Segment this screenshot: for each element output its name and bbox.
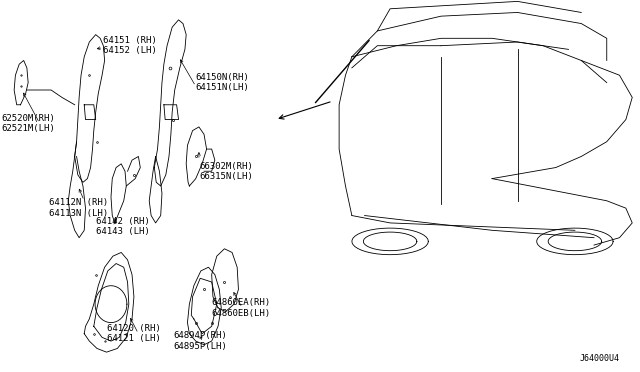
Text: 66302M(RH)
66315N(LH): 66302M(RH) 66315N(LH): [199, 161, 253, 181]
Text: 64142 (RH)
64143 (LH): 64142 (RH) 64143 (LH): [96, 217, 150, 236]
Text: 64150N(RH)
64151N(LH): 64150N(RH) 64151N(LH): [196, 73, 250, 92]
Text: 64860EA(RH)
64860EB(LH): 64860EA(RH) 64860EB(LH): [212, 298, 271, 318]
Text: 64112N (RH)
64113N (LH): 64112N (RH) 64113N (LH): [49, 198, 108, 218]
Text: J64000U4: J64000U4: [579, 354, 620, 363]
Text: 64151 (RH)
64152 (LH): 64151 (RH) 64152 (LH): [103, 36, 157, 55]
Text: 64120 (RH)
64121 (LH): 64120 (RH) 64121 (LH): [106, 324, 160, 343]
Text: 62520M(RH)
62521M(LH): 62520M(RH) 62521M(LH): [1, 113, 55, 133]
Text: 64894P(RH)
64895P(LH): 64894P(RH) 64895P(LH): [173, 331, 227, 351]
